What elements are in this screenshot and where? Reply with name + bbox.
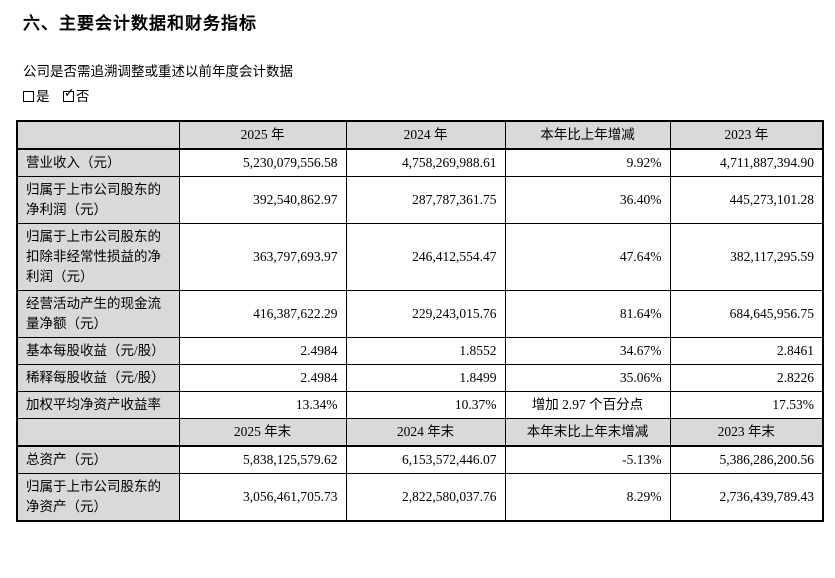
header-end-2025: 2025 年末: [178, 418, 347, 447]
row-label: 归属于上市公司股东的净利润（元）: [16, 176, 180, 224]
row-label: 总资产（元）: [16, 445, 180, 474]
cell-change: 34.67%: [504, 337, 671, 365]
table-row-weighted-roe: 加权平均净资产收益率 13.34% 10.37% 增加 2.97 个百分点 17…: [16, 391, 824, 419]
cell-change: -5.13%: [504, 445, 671, 474]
table-row-revenue: 营业收入（元） 5,230,079,556.58 4,758,269,988.6…: [16, 148, 824, 177]
cell-2024: 6,153,572,446.07: [345, 445, 506, 474]
cell-2023: 684,645,956.75: [669, 290, 824, 338]
cell-2025: 5,230,079,556.58: [178, 148, 347, 177]
cell-2023: 2.8461: [669, 337, 824, 365]
table-row-operating-cashflow: 经营活动产生的现金流量净额（元） 416,387,622.29 229,243,…: [16, 290, 824, 338]
cell-change: 36.40%: [504, 176, 671, 224]
checkbox-no-box[interactable]: ✓: [62, 87, 75, 102]
page-title: 六、主要会计数据和财务指标: [23, 14, 257, 33]
cell-2024: 10.37%: [345, 391, 506, 419]
cell-change: 9.92%: [504, 148, 671, 177]
cell-change: 增加 2.97 个百分点: [504, 391, 671, 419]
cell-2023: 17.53%: [669, 391, 824, 419]
cell-2024: 1.8499: [345, 364, 506, 392]
row-label: 经营活动产生的现金流量净额（元）: [16, 290, 180, 338]
cell-2024: 287,787,361.75: [345, 176, 506, 224]
checkbox-yes-box[interactable]: ✓: [23, 91, 34, 102]
cell-change: 81.64%: [504, 290, 671, 338]
header-blank: [16, 418, 180, 447]
table-row-net-profit-deducted: 归属于上市公司股东的扣除非经常性损益的净利润（元） 363,797,693.97…: [16, 223, 824, 291]
checkbox-yes-label: 是: [36, 89, 50, 104]
cell-change: 47.64%: [504, 223, 671, 291]
cell-2023: 2,736,439,789.43: [669, 473, 824, 522]
restatement-checkbox-row: ✓是 ✓否: [23, 87, 822, 106]
cell-2024: 2,822,580,037.76: [345, 473, 506, 522]
header-end-2023: 2023 年末: [669, 418, 824, 447]
cell-change: 8.29%: [504, 473, 671, 522]
row-label: 营业收入（元）: [16, 148, 180, 177]
checkbox-no-label: 否: [75, 89, 90, 104]
cell-2024: 229,243,015.76: [345, 290, 506, 338]
cell-2023: 4,711,887,394.90: [669, 148, 824, 177]
cell-2025: 392,540,862.97: [178, 176, 347, 224]
header-blank: [16, 120, 180, 150]
header-2025: 2025 年: [178, 120, 347, 150]
cell-2025: 5,838,125,579.62: [178, 445, 347, 474]
cell-2025: 2.4984: [178, 337, 347, 365]
annual-header-row: 2025 年 2024 年 本年比上年增减 2023 年: [16, 120, 824, 150]
year-end-header-row: 2025 年末 2024 年末 本年末比上年末增减 2023 年末: [16, 418, 824, 447]
cell-2024: 246,412,554.47: [345, 223, 506, 291]
financial-indicators-table: 2025 年 2024 年 本年比上年增减 2023 年 营业收入（元） 5,2…: [16, 120, 824, 522]
restatement-question: 公司是否需追溯调整或重述以前年度会计数据: [23, 64, 293, 79]
cell-2025: 363,797,693.97: [178, 223, 347, 291]
cell-2024: 4,758,269,988.61: [345, 148, 506, 177]
header-end-change: 本年末比上年末增减: [504, 418, 671, 447]
header-yoy-change: 本年比上年增减: [504, 120, 671, 150]
cell-2023: 445,273,101.28: [669, 176, 824, 224]
cell-2025: 416,387,622.29: [178, 290, 347, 338]
table-row-net-assets: 归属于上市公司股东的净资产（元） 3,056,461,705.73 2,822,…: [16, 473, 824, 522]
cell-change: 35.06%: [504, 364, 671, 392]
cell-2025: 13.34%: [178, 391, 347, 419]
check-icon: ✓: [63, 86, 75, 101]
checkbox-no[interactable]: ✓ 否: [62, 87, 90, 104]
table-row-net-profit: 归属于上市公司股东的净利润（元） 392,540,862.97 287,787,…: [16, 176, 824, 224]
header-2023: 2023 年: [669, 120, 824, 150]
cell-2024: 1.8552: [345, 337, 506, 365]
row-label: 基本每股收益（元/股）: [16, 337, 180, 365]
cell-2023: 5,386,286,200.56: [669, 445, 824, 474]
row-label: 加权平均净资产收益率: [16, 391, 180, 419]
header-end-2024: 2024 年末: [345, 418, 506, 447]
cell-2025: 3,056,461,705.73: [178, 473, 347, 522]
table-row-diluted-eps: 稀释每股收益（元/股） 2.4984 1.8499 35.06% 2.8226: [16, 364, 824, 392]
cell-2023: 382,117,295.59: [669, 223, 824, 291]
checkbox-yes[interactable]: ✓是: [23, 89, 50, 104]
cell-2023: 2.8226: [669, 364, 824, 392]
table-row-total-assets: 总资产（元） 5,838,125,579.62 6,153,572,446.07…: [16, 445, 824, 474]
cell-2025: 2.4984: [178, 364, 347, 392]
row-label: 稀释每股收益（元/股）: [16, 364, 180, 392]
table-row-basic-eps: 基本每股收益（元/股） 2.4984 1.8552 34.67% 2.8461: [16, 337, 824, 365]
row-label: 归属于上市公司股东的净资产（元）: [16, 473, 180, 522]
row-label: 归属于上市公司股东的扣除非经常性损益的净利润（元）: [16, 223, 180, 291]
header-2024: 2024 年: [345, 120, 506, 150]
